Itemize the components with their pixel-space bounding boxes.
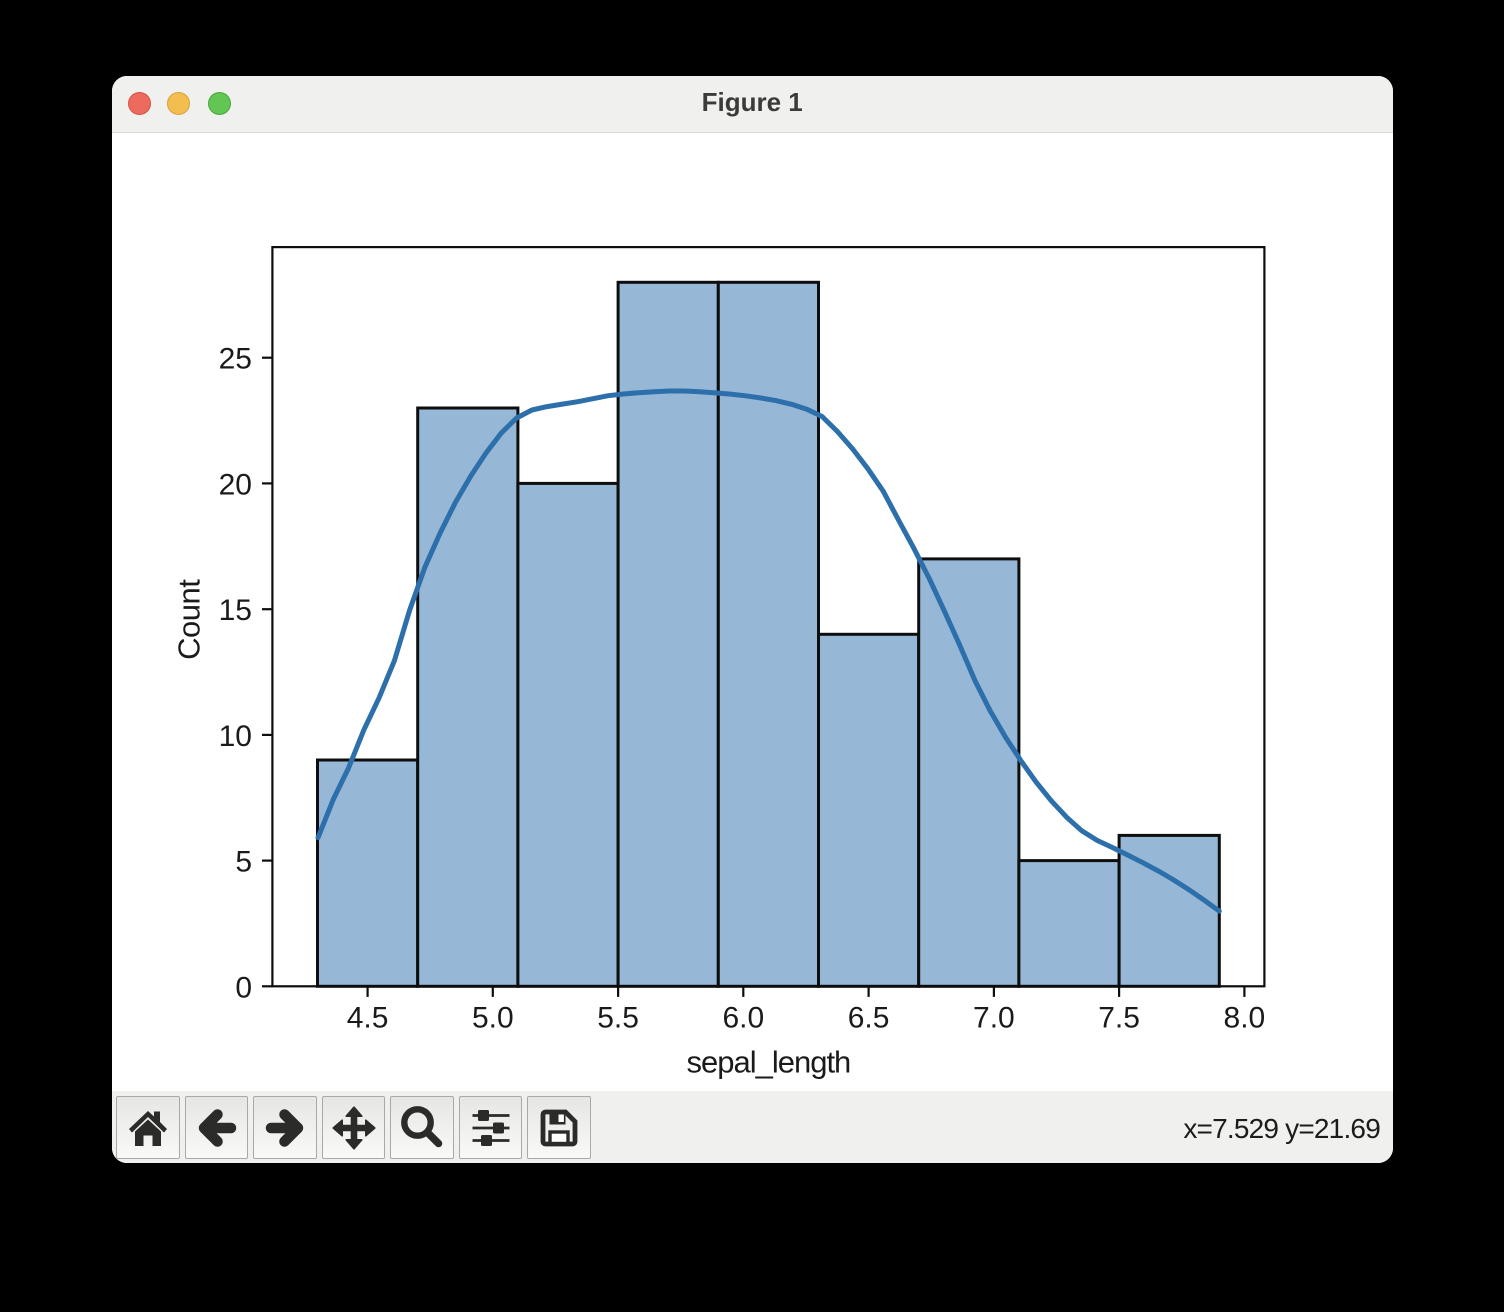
svg-text:6.0: 6.0 [722,1002,764,1035]
svg-text:7.0: 7.0 [973,1002,1015,1035]
svg-text:0: 0 [235,971,252,1004]
svg-text:5: 5 [235,846,252,879]
svg-text:25: 25 [218,343,251,376]
svg-text:5.0: 5.0 [472,1002,514,1035]
svg-text:10: 10 [218,720,251,753]
svg-text:15: 15 [218,594,251,627]
svg-text:7.5: 7.5 [1098,1002,1140,1035]
svg-text:Count: Count [171,579,206,660]
svg-text:20: 20 [218,468,251,501]
svg-text:5.5: 5.5 [597,1002,639,1035]
svg-text:sepal_length: sepal_length [686,1045,850,1080]
svg-text:8.0: 8.0 [1223,1002,1265,1035]
svg-text:4.5: 4.5 [346,1002,388,1035]
svg-text:6.5: 6.5 [847,1002,889,1035]
